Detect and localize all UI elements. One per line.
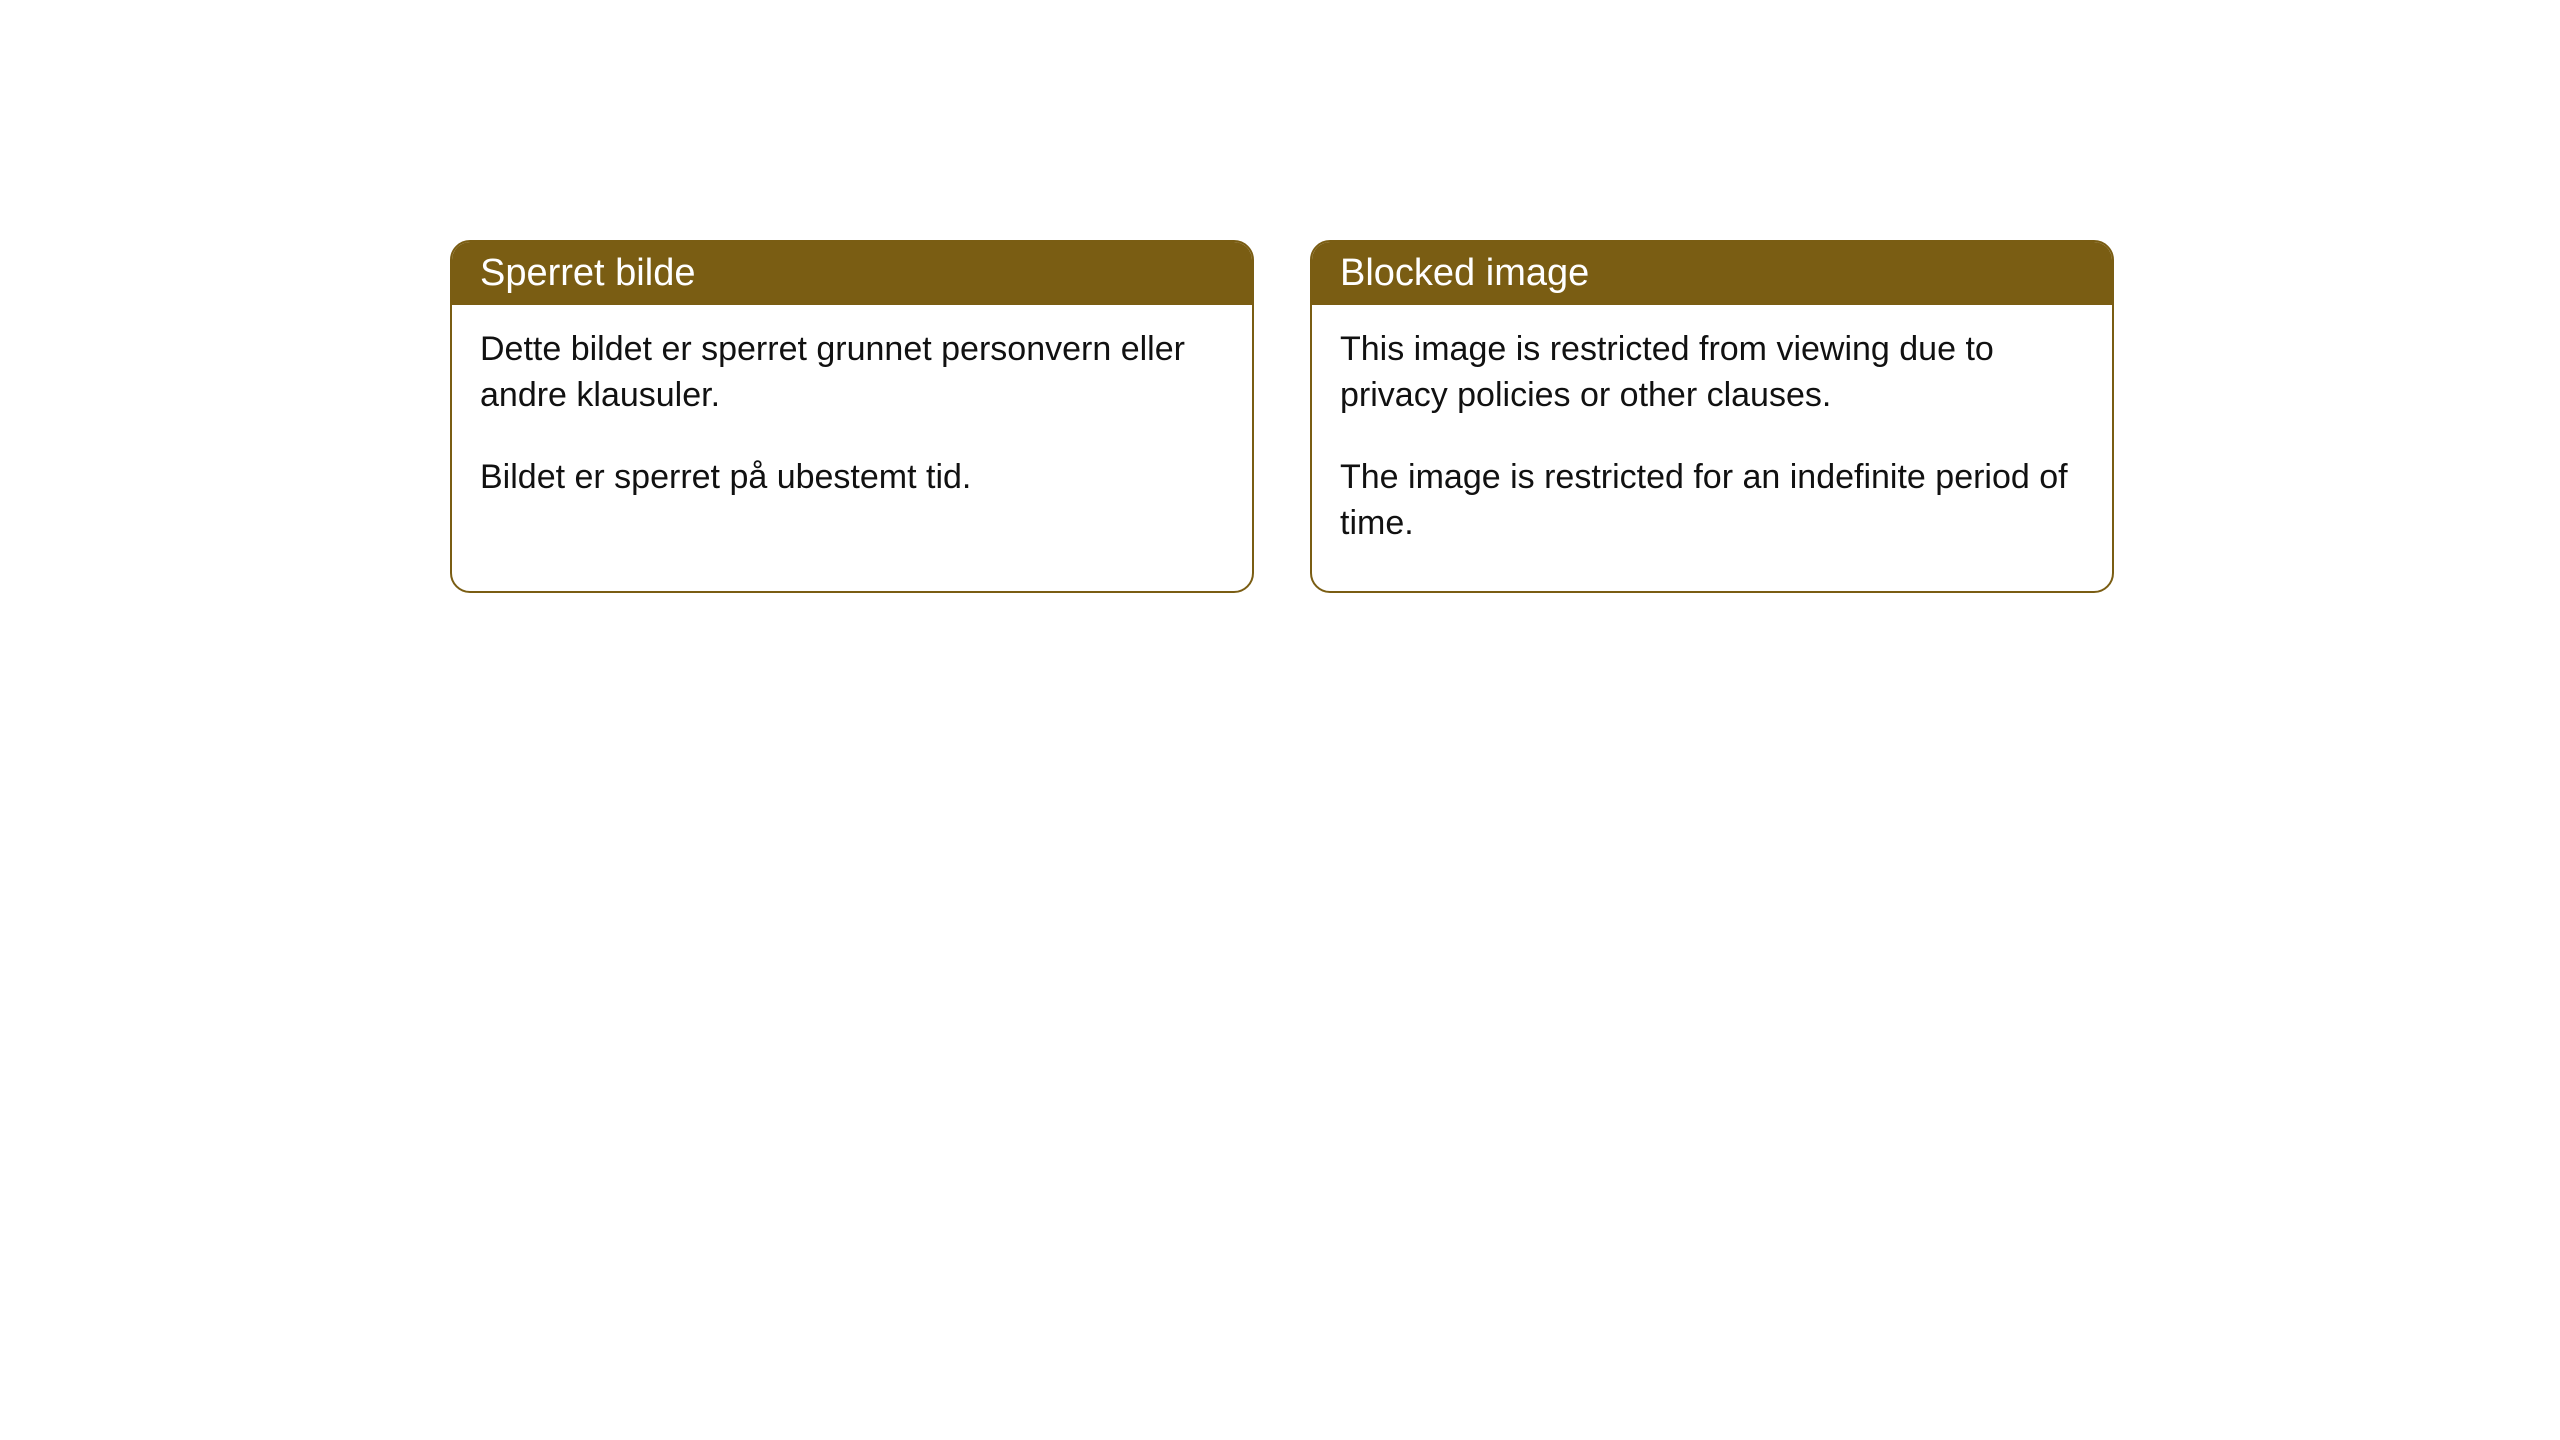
card-body-english: This image is restricted from viewing du…: [1312, 305, 2112, 591]
notice-container: Sperret bilde Dette bildet er sperret gr…: [0, 0, 2560, 593]
card-body-norwegian: Dette bildet er sperret grunnet personve…: [452, 305, 1252, 545]
card-paragraph: This image is restricted from viewing du…: [1340, 327, 2084, 419]
blocked-image-card-english: Blocked image This image is restricted f…: [1310, 240, 2114, 593]
card-paragraph: Bildet er sperret på ubestemt tid.: [480, 455, 1224, 501]
card-paragraph: Dette bildet er sperret grunnet personve…: [480, 327, 1224, 419]
card-header-english: Blocked image: [1312, 242, 2112, 305]
card-paragraph: The image is restricted for an indefinit…: [1340, 455, 2084, 547]
blocked-image-card-norwegian: Sperret bilde Dette bildet er sperret gr…: [450, 240, 1254, 593]
card-header-norwegian: Sperret bilde: [452, 242, 1252, 305]
